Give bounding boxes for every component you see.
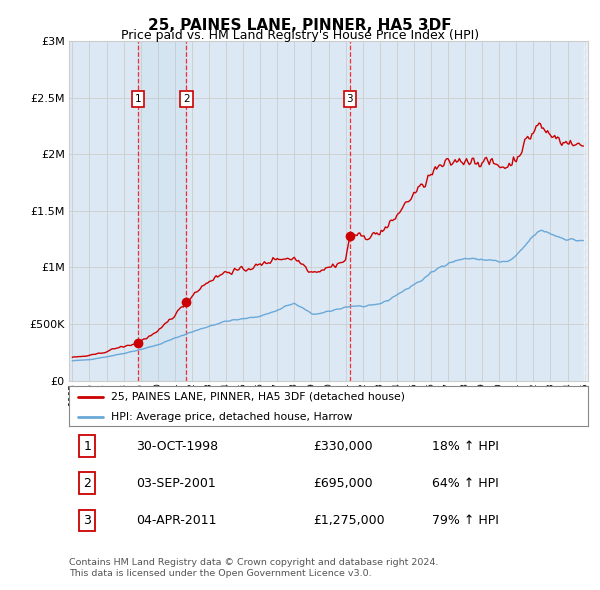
Text: Price paid vs. HM Land Registry's House Price Index (HPI): Price paid vs. HM Land Registry's House … [121, 30, 479, 42]
Text: 18% ↑ HPI: 18% ↑ HPI [432, 440, 499, 453]
Text: HPI: Average price, detached house, Harrow: HPI: Average price, detached house, Harr… [110, 412, 352, 422]
Text: Contains HM Land Registry data © Crown copyright and database right 2024.: Contains HM Land Registry data © Crown c… [69, 558, 439, 566]
Text: £695,000: £695,000 [313, 477, 373, 490]
Text: 2: 2 [183, 94, 190, 104]
Text: 25, PAINES LANE, PINNER, HA5 3DF: 25, PAINES LANE, PINNER, HA5 3DF [148, 18, 452, 32]
Text: 3: 3 [83, 514, 91, 527]
Text: 64% ↑ HPI: 64% ↑ HPI [432, 477, 499, 490]
Text: 1: 1 [134, 94, 141, 104]
Text: £1,275,000: £1,275,000 [313, 514, 385, 527]
Text: This data is licensed under the Open Government Licence v3.0.: This data is licensed under the Open Gov… [69, 569, 371, 578]
Text: 2: 2 [83, 477, 91, 490]
Text: 3: 3 [347, 94, 353, 104]
Bar [138, 41, 186, 381]
Text: 1: 1 [83, 440, 91, 453]
Text: 79% ↑ HPI: 79% ↑ HPI [432, 514, 499, 527]
Bar [584, 41, 590, 381]
Text: 30-OCT-1998: 30-OCT-1998 [136, 440, 218, 453]
Text: £330,000: £330,000 [313, 440, 373, 453]
Text: 25, PAINES LANE, PINNER, HA5 3DF (detached house): 25, PAINES LANE, PINNER, HA5 3DF (detach… [110, 392, 404, 402]
Text: 03-SEP-2001: 03-SEP-2001 [136, 477, 216, 490]
Text: 04-APR-2011: 04-APR-2011 [136, 514, 217, 527]
